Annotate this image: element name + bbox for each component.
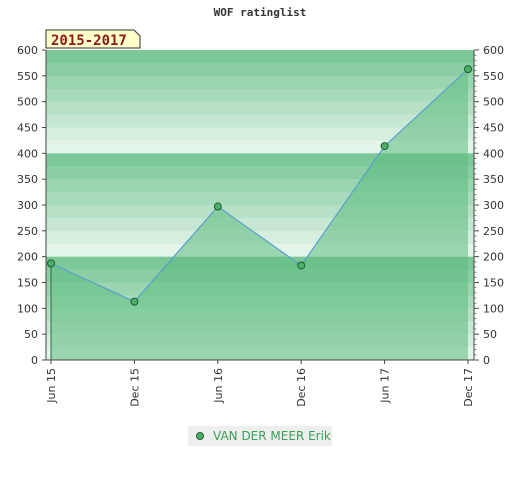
band	[46, 140, 474, 154]
data-point[interactable]	[297, 261, 306, 270]
y-tick-label-left: 450	[17, 122, 38, 135]
y-tick-label-right: 150	[483, 277, 504, 290]
x-tick-label: Jun 15	[45, 368, 58, 404]
series-area	[50, 68, 469, 360]
series-markers	[47, 65, 472, 306]
y-tick-label-right: 550	[483, 70, 504, 83]
y-tick-label-left: 550	[17, 70, 38, 83]
data-point[interactable]	[47, 259, 55, 268]
legend[interactable]: VAN DER MEER Erik	[188, 426, 332, 446]
y-tick-label-right: 100	[483, 302, 504, 315]
x-tick-label: Jun 17	[379, 368, 392, 404]
y-tick-label-right: 400	[483, 147, 504, 160]
x-axis: Jun 15 Dec 15 Jun 16 Dec 16 Jun 17 Dec 17	[45, 360, 475, 407]
y-axis-left: 0 50 100 150 200 250 300 350 400 450 500 550 600	[17, 44, 46, 367]
area-fill	[51, 69, 468, 360]
series-line	[50, 68, 469, 303]
band	[46, 50, 474, 64]
y-tick-label-right: 250	[483, 225, 504, 238]
data-point[interactable]	[213, 202, 222, 211]
y-tick-label-right: 600	[483, 44, 504, 57]
y-tick-label-left: 300	[17, 199, 38, 212]
x-tick-label: Dec 17	[462, 368, 475, 407]
y-tick-label-left: 50	[24, 328, 38, 341]
band	[46, 127, 474, 141]
x-tick-label: Jun 16	[212, 368, 225, 404]
x-tick-label: Dec 16	[295, 368, 308, 407]
legend-marker	[196, 432, 204, 440]
y-tick-label-right: 500	[483, 96, 504, 109]
y-tick-label-left: 150	[17, 277, 38, 290]
band	[46, 114, 474, 128]
x-tick-label: Dec 15	[128, 368, 141, 407]
badge-text: 2015-2017	[51, 33, 127, 49]
band	[46, 88, 474, 103]
y-tick-label-right: 300	[483, 199, 504, 212]
y-tick-label-left: 400	[17, 147, 38, 160]
period-badge: 2015-2017	[45, 29, 141, 49]
y-tick-label-left: 0	[31, 354, 38, 367]
y-tick-label-left: 100	[17, 302, 38, 315]
data-point[interactable]	[464, 65, 472, 74]
y-tick-label-left: 600	[17, 44, 38, 57]
y-tick-label-right: 450	[483, 122, 504, 135]
y-axis-right: 0 50 100 150 200 250 300 350 400 450 500 550 600	[474, 44, 504, 367]
legend-label: VAN DER MEER Erik	[213, 429, 331, 443]
band	[46, 101, 474, 116]
band	[46, 62, 474, 77]
band	[46, 75, 474, 90]
y-tick-label-left: 350	[17, 173, 38, 186]
y-tick-label-right: 350	[483, 173, 504, 186]
chart-title: WOF ratinglist	[214, 6, 307, 19]
data-point[interactable]	[130, 297, 139, 306]
y-tick-label-left: 500	[17, 96, 38, 109]
y-tick-label-right: 0	[483, 354, 490, 367]
band	[46, 153, 474, 167]
y-tick-label-right: 50	[483, 328, 497, 341]
y-tick-label-left: 200	[17, 251, 38, 264]
data-point[interactable]	[380, 142, 389, 151]
y-tick-label-right: 200	[483, 251, 504, 264]
y-tick-label-left: 250	[17, 225, 38, 238]
